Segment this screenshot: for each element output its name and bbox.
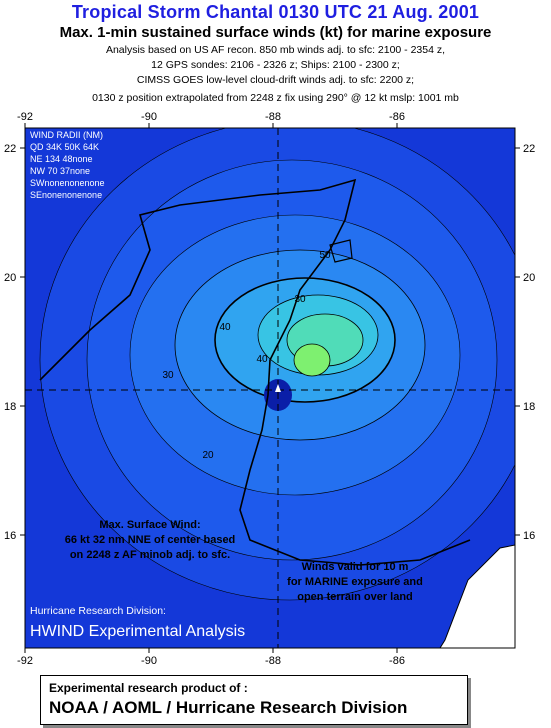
lon-tick-label: -88 bbox=[265, 655, 281, 667]
lat-tick-label: 22 bbox=[523, 143, 535, 155]
max-wind-line: Max. Surface Wind: bbox=[99, 519, 200, 531]
lon-tick-label: -88 bbox=[265, 111, 281, 123]
contour-label: 50 bbox=[319, 250, 331, 261]
lon-tick-label: -90 bbox=[141, 111, 157, 123]
contour-label: 40 bbox=[219, 322, 231, 333]
contour-label: 30 bbox=[162, 370, 174, 381]
valid-note-line: open terrain over land bbox=[297, 591, 413, 603]
lat-tick-label: 16 bbox=[523, 530, 535, 542]
footer-line: NOAA / AOML / Hurricane Research Divisio… bbox=[49, 698, 408, 717]
lon-tick-label: -92 bbox=[17, 655, 33, 667]
wind-radii: WIND RADII (NM) QD 34K 50K 64K NE 134 48… bbox=[30, 130, 105, 200]
footer-line: Experimental research product of : bbox=[49, 681, 248, 695]
valid-note-line: for MARINE exposure and bbox=[287, 576, 423, 588]
title: Tropical Storm Chantal 0130 UTC 21 Aug. … bbox=[71, 2, 480, 22]
info-line: Analysis based on US AF recon. 850 mb wi… bbox=[105, 44, 446, 56]
lat-tick-label: 20 bbox=[523, 272, 535, 284]
lat-tick-label: 20 bbox=[4, 272, 16, 284]
lat-tick-label: 22 bbox=[4, 143, 16, 155]
division: Hurricane Research Division: bbox=[30, 605, 166, 617]
info-line: 12 GPS sondes: 2106 - 2326 z; Ships: 210… bbox=[151, 59, 400, 71]
lat-tick-label: 18 bbox=[4, 401, 16, 413]
subtitle: Max. 1-min sustained surface winds (kt) … bbox=[59, 24, 492, 41]
wind-radii-line: QD 34K 50K 64K bbox=[30, 142, 99, 152]
contour-label: 40 bbox=[256, 354, 268, 365]
lon-tick-label: -90 bbox=[141, 655, 157, 667]
coastline bbox=[39, 178, 471, 566]
lat-tick-label: 16 bbox=[4, 530, 16, 542]
contour-label: 20 bbox=[202, 450, 214, 461]
analysis-name: HWIND Experimental Analysis bbox=[30, 623, 245, 640]
info-line: 0130 z position extrapolated from 2248 z… bbox=[92, 92, 459, 104]
max-wind-line: on 2248 z AF minob adj. to sfc. bbox=[70, 549, 230, 561]
map: -92 -92 -90 -90 -88 -88 -86 -86 22 22 20 20 18 18 16 16… bbox=[4, 111, 535, 667]
wind-radii-line: SWnonenonenone bbox=[30, 178, 105, 188]
wind-radii-line: NE 134 48none bbox=[30, 154, 93, 164]
lon-tick-label: -86 bbox=[389, 655, 405, 667]
wind-field bbox=[25, 128, 515, 648]
wind-radii-line: SEnonenonenone bbox=[30, 190, 102, 200]
max-wind-line: 66 kt 32 nm NNE of center based bbox=[65, 534, 236, 546]
valid-note-line: Winds valid for 10 m bbox=[302, 561, 409, 573]
lat-tick-label: 18 bbox=[523, 401, 535, 413]
contour-label: 30 bbox=[294, 294, 306, 305]
lon-tick-label: -92 bbox=[17, 111, 33, 123]
footer-box: Experimental research product of : NOAA … bbox=[40, 675, 468, 725]
wind-radii-line: WIND RADII (NM) bbox=[30, 130, 103, 140]
info-line: CIMSS GOES low-level cloud-drift winds a… bbox=[136, 74, 415, 86]
lon-tick-label: -86 bbox=[389, 111, 405, 123]
wind-radii-line: NW 70 37none bbox=[30, 166, 90, 176]
